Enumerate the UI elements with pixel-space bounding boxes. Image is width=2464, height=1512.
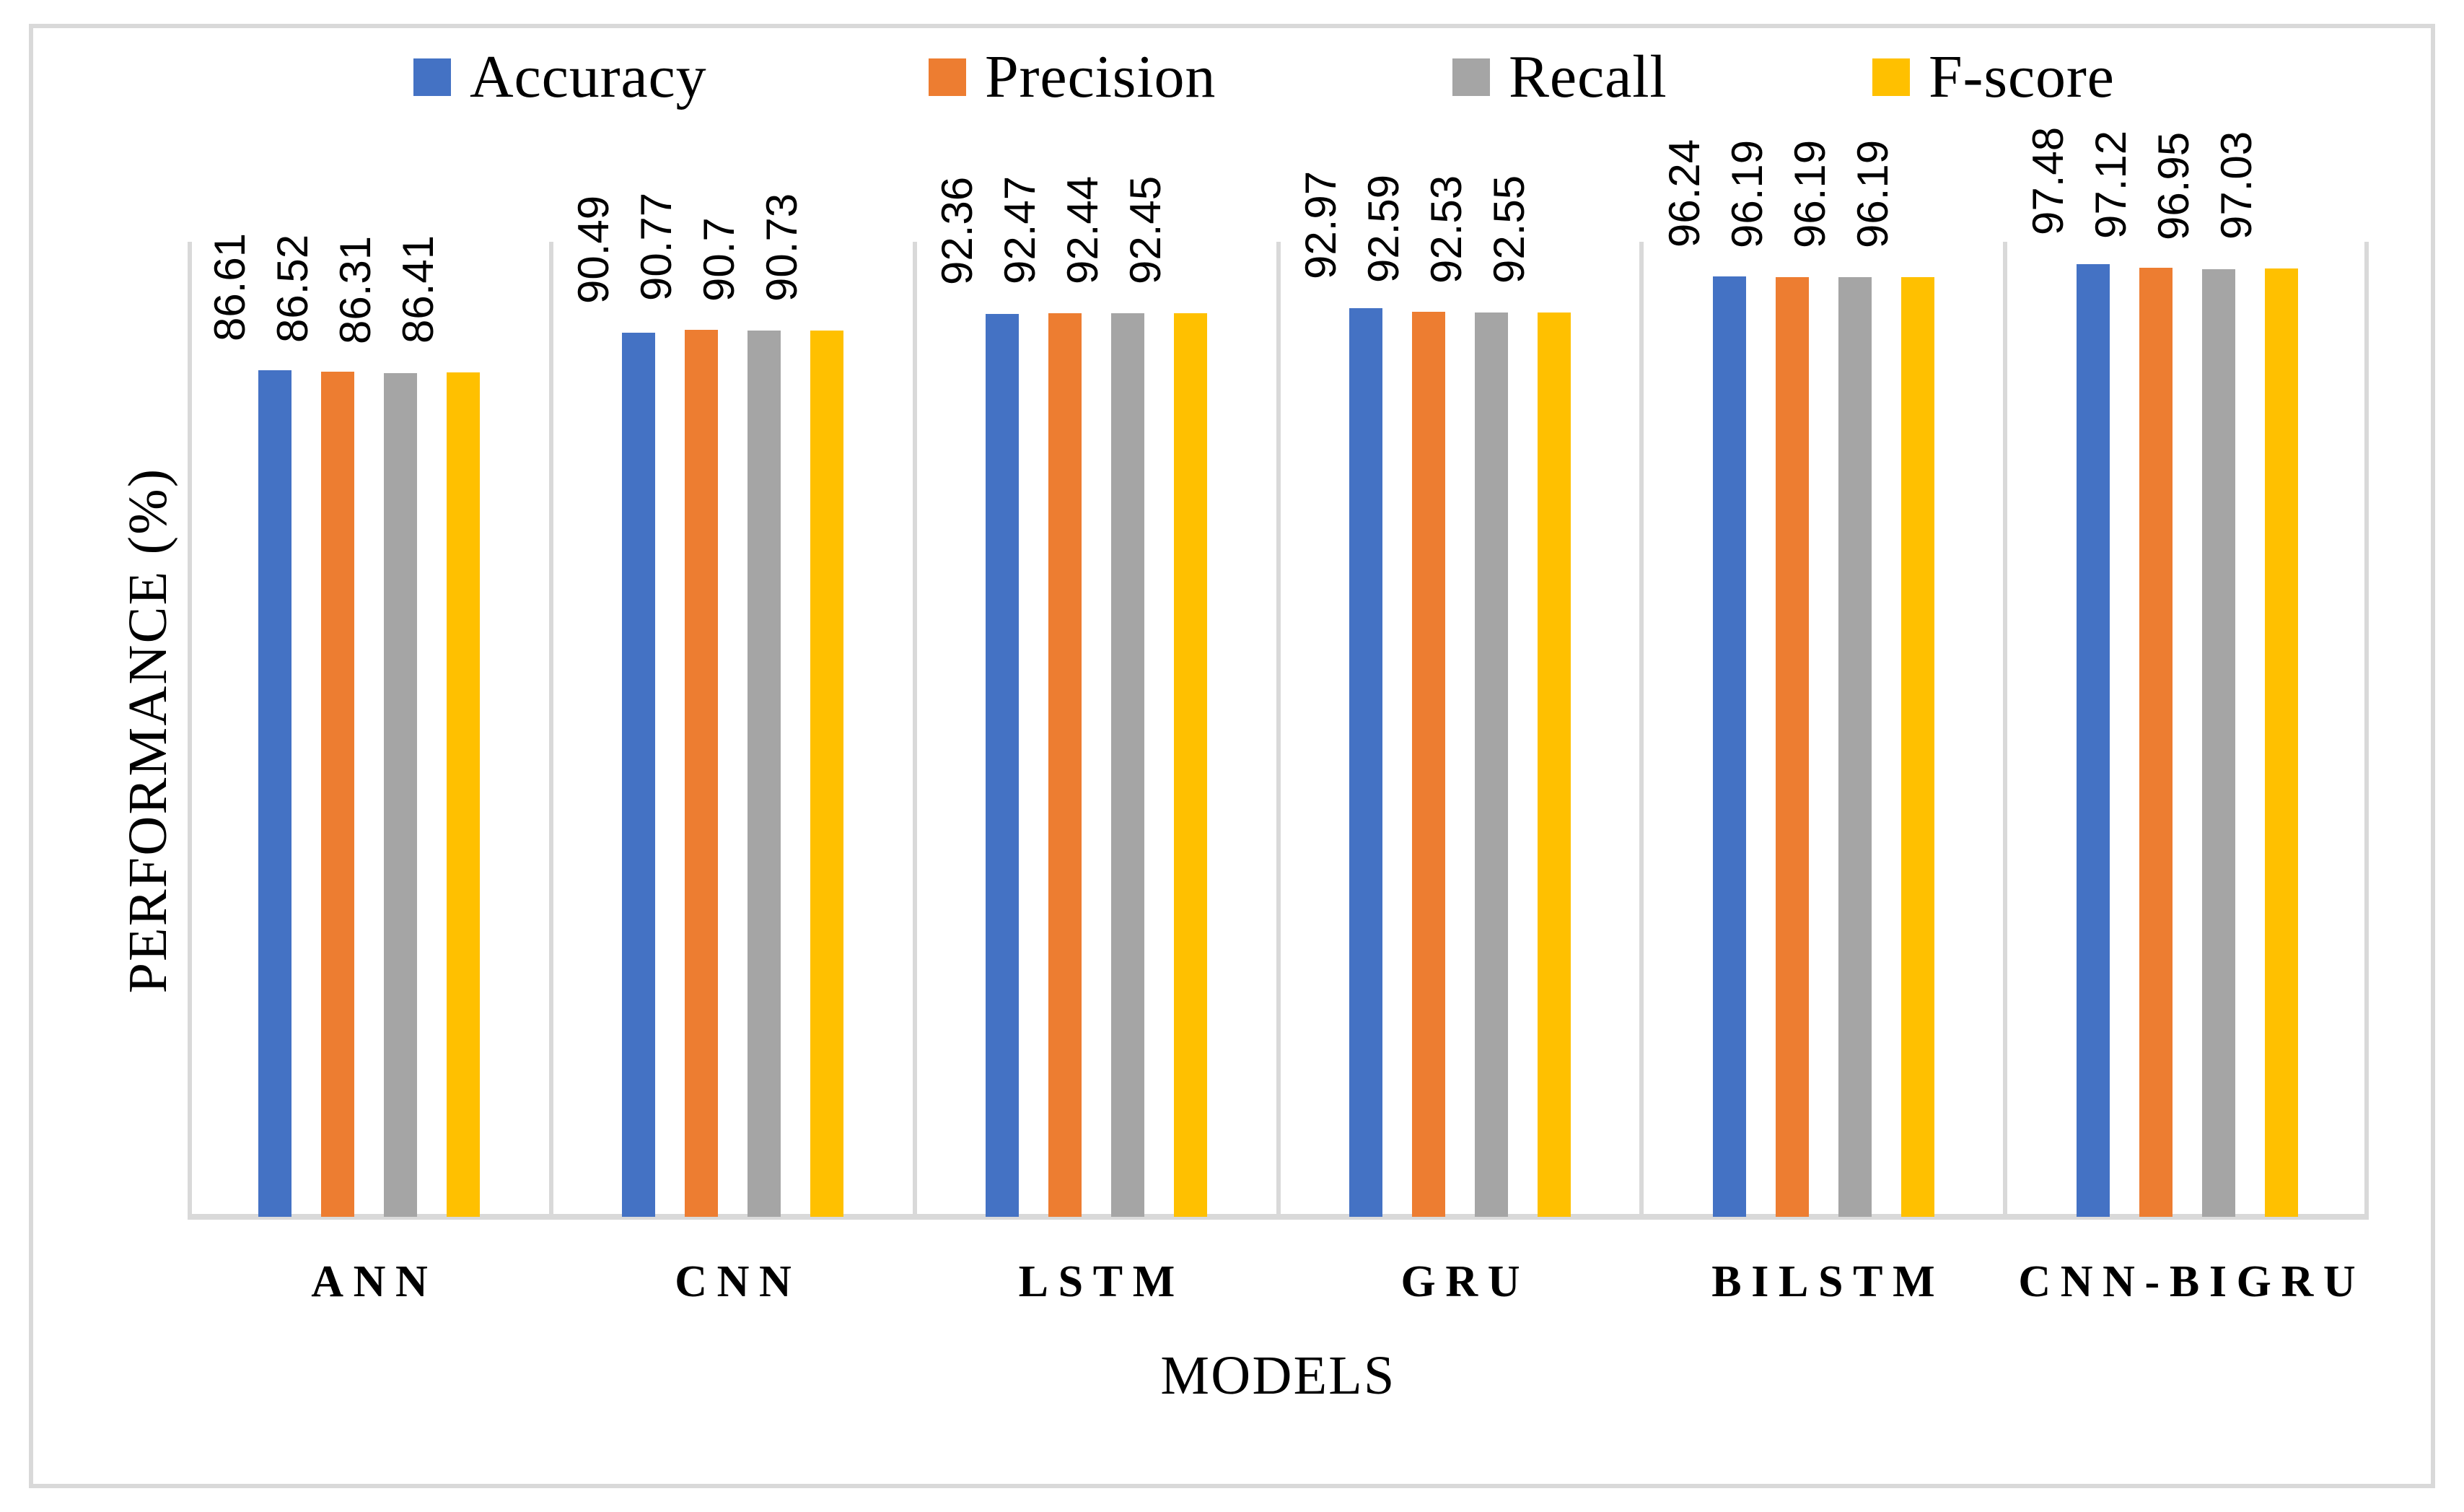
bar-recall-bilstm: [1838, 277, 1872, 1217]
category-label-ann: ANN: [311, 1257, 438, 1306]
bar-precision-lstm: [1048, 313, 1082, 1217]
legend-swatch-f-score-icon: [1872, 58, 1910, 96]
legend-label-f-score: F-score: [1929, 43, 2115, 110]
value-label-f-score-bilstm: 96.19: [1849, 139, 1897, 248]
value-label-precision-lstm: 92.47: [996, 175, 1044, 284]
bar-recall-gru: [1475, 313, 1508, 1217]
value-label-accuracy-cnn: 90.49: [569, 195, 618, 304]
value-label-f-score-gru: 92.55: [1485, 175, 1533, 284]
bar-accuracy-ann: [258, 370, 291, 1217]
value-label-accuracy-bilstm: 96.24: [1660, 139, 1709, 248]
bar-f-score-gru: [1538, 313, 1571, 1217]
legend-label-recall: Recall: [1509, 43, 1667, 110]
bar-accuracy-gru: [1349, 308, 1382, 1217]
category-separator-line: [549, 242, 553, 1220]
y-axis-title: PERFORMANCE (%): [118, 467, 178, 994]
bar-recall-lstm: [1111, 313, 1144, 1217]
category-separator-line: [2003, 242, 2007, 1220]
value-label-recall-lstm: 92.44: [1058, 175, 1107, 284]
value-label-accuracy-cnn-bigru: 97.48: [2024, 126, 2072, 235]
legend-swatch-recall-icon: [1452, 58, 1490, 96]
bar-precision-cnn-bigru: [2139, 268, 2173, 1217]
bar-f-score-ann: [447, 372, 480, 1217]
bar-accuracy-lstm: [986, 314, 1019, 1217]
bar-recall-cnn: [747, 331, 781, 1217]
value-label-recall-cnn-bigru: 96.95: [2149, 131, 2198, 240]
legend-item-f-score: F-score: [1872, 38, 2115, 117]
value-label-precision-bilstm: 96.19: [1723, 139, 1771, 248]
value-label-f-score-lstm: 92.45: [1121, 175, 1170, 284]
value-label-f-score-cnn: 90.73: [758, 193, 806, 302]
x-axis-title: MODELS: [1160, 1345, 1396, 1406]
bar-precision-bilstm: [1776, 277, 1809, 1217]
legend-label-accuracy: Accuracy: [470, 43, 707, 110]
legend-item-accuracy: Accuracy: [413, 38, 707, 117]
category-label-gru: GRU: [1400, 1257, 1530, 1306]
chart-frame: [29, 24, 2435, 1488]
bar-f-score-cnn: [810, 331, 843, 1217]
legend-item-recall: Recall: [1452, 38, 1667, 117]
bar-f-score-lstm: [1174, 313, 1207, 1217]
bar-accuracy-cnn-bigru: [2077, 264, 2110, 1217]
bar-precision-ann: [321, 372, 354, 1217]
value-label-precision-ann: 86.52: [268, 234, 317, 343]
bar-precision-cnn: [685, 330, 718, 1217]
value-label-recall-bilstm: 96.19: [1786, 139, 1834, 248]
value-label-recall-ann: 86.31: [331, 235, 380, 344]
value-label-precision-cnn-bigru: 97.12: [2087, 130, 2135, 239]
legend-swatch-accuracy-icon: [413, 58, 451, 96]
bar-accuracy-cnn: [622, 333, 655, 1217]
plot-area: 86.61 86.52 86.31 86.41 90.49 90.77 90.7 90.73 9…: [188, 127, 2369, 1220]
value-label-accuracy-ann: 86.61: [206, 232, 254, 341]
category-label-bilstm: BILSTM: [1711, 1257, 1945, 1306]
bar-recall-cnn-bigru: [2202, 269, 2235, 1217]
bar-f-score-cnn-bigru: [2265, 268, 2298, 1217]
bar-accuracy-bilstm: [1713, 276, 1746, 1217]
legend-swatch-precision-icon: [929, 58, 966, 96]
value-label-f-score-cnn-bigru: 97.03: [2212, 131, 2261, 240]
value-label-precision-gru: 92.59: [1359, 174, 1408, 283]
value-label-precision-cnn: 90.77: [632, 192, 680, 301]
value-label-f-score-ann: 86.41: [394, 235, 442, 344]
category-separator-line: [1639, 242, 1644, 1220]
category-separator-line: [2364, 242, 2369, 1220]
category-label-lstm: LSTM: [1018, 1257, 1185, 1306]
value-label-recall-gru: 92.53: [1422, 175, 1470, 284]
bar-recall-ann: [384, 373, 417, 1217]
category-separator-line: [188, 242, 192, 1220]
legend-label-precision: Precision: [985, 43, 1216, 110]
category-label-cnn: CNN: [675, 1257, 802, 1306]
legend-item-precision: Precision: [929, 38, 1216, 117]
value-label-accuracy-lstm: 92.36: [933, 176, 981, 285]
value-label-accuracy-gru: 92.97: [1297, 170, 1345, 279]
bar-f-score-bilstm: [1901, 277, 1934, 1217]
category-separator-line: [913, 242, 917, 1220]
category-label-cnn-bigru: CNN-BIGRU: [2018, 1257, 2366, 1306]
category-separator-line: [1276, 242, 1281, 1220]
value-label-recall-cnn: 90.7: [695, 217, 743, 302]
bar-precision-gru: [1412, 312, 1445, 1217]
